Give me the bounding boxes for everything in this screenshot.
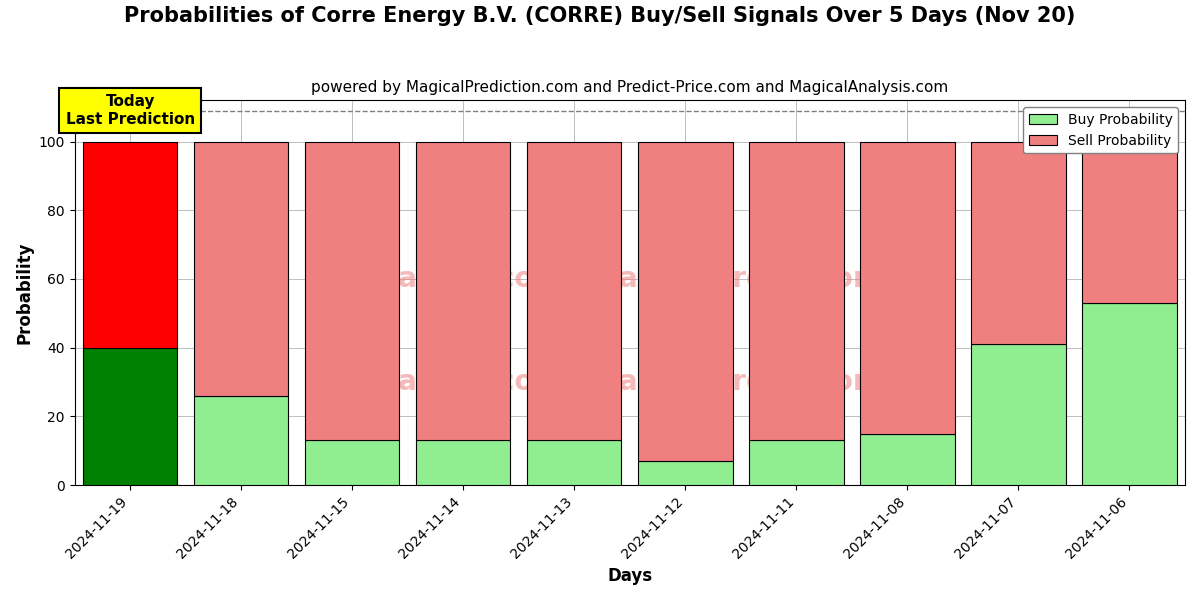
Bar (638, 142, 732, 461)
Bar (83, 347, 178, 485)
Bar (416, 440, 510, 485)
Text: calAnalysis.com   MagicalPrediction.com: calAnalysis.com MagicalPrediction.com (312, 368, 948, 396)
Bar (1082, 142, 1177, 303)
Bar (194, 396, 288, 485)
Bar (749, 142, 844, 440)
Bar (860, 434, 955, 485)
Bar (305, 142, 400, 440)
Bar (527, 440, 622, 485)
Text: Today
Last Prediction: Today Last Prediction (66, 94, 194, 127)
Bar (860, 142, 955, 434)
Bar (638, 461, 732, 485)
Text: Probabilities of Corre Energy B.V. (CORRE) Buy/Sell Signals Over 5 Days (Nov 20): Probabilities of Corre Energy B.V. (CORR… (125, 6, 1075, 26)
Bar (305, 440, 400, 485)
Bar (971, 344, 1066, 485)
Legend: Buy Probability, Sell Probability: Buy Probability, Sell Probability (1024, 107, 1178, 154)
X-axis label: Days: Days (607, 567, 653, 585)
Text: calAnalysis.com   MagicalPrediction.com: calAnalysis.com MagicalPrediction.com (312, 265, 948, 293)
Bar (527, 142, 622, 440)
Bar (1082, 303, 1177, 485)
Bar (971, 142, 1066, 344)
Title: powered by MagicalPrediction.com and Predict-Price.com and MagicalAnalysis.com: powered by MagicalPrediction.com and Pre… (311, 80, 948, 95)
Bar (194, 142, 288, 396)
Bar (749, 440, 844, 485)
Bar (83, 142, 178, 347)
Bar (416, 142, 510, 440)
Y-axis label: Probability: Probability (16, 241, 34, 344)
